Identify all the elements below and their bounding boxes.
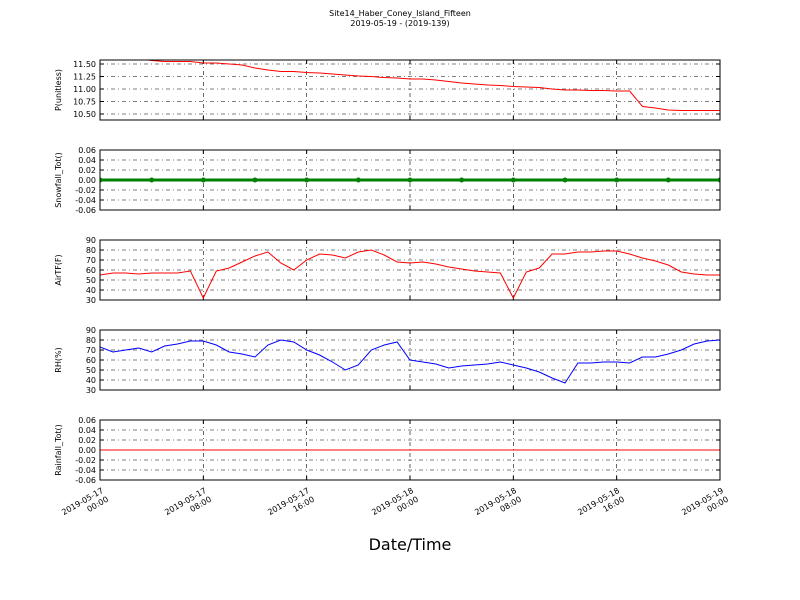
axes-frame	[99, 149, 721, 211]
y-axis-label: P(unitless)	[54, 69, 63, 111]
y-tick-label: 90	[86, 236, 96, 245]
data-line	[143, 60, 720, 111]
axes-frame	[99, 329, 721, 391]
data-line	[100, 339, 720, 384]
y-tick-label: -0.02	[75, 456, 96, 465]
data-line	[100, 249, 720, 300]
data-point	[459, 177, 465, 183]
axes-frame	[99, 239, 721, 301]
y-tick-label: 11.00	[73, 85, 96, 94]
y-axis-label: Snowfall_Tot()	[54, 152, 63, 208]
y-axis-label: RH(%)	[54, 347, 63, 372]
data-point	[717, 177, 720, 183]
data-point	[407, 177, 413, 183]
y-tick-label: 40	[86, 376, 96, 385]
y-tick-label: 60	[86, 266, 96, 275]
data-point	[304, 177, 310, 183]
plot-area	[100, 249, 720, 300]
y-tick-label: 11.25	[73, 73, 96, 82]
y-tick-label: 30	[86, 296, 96, 305]
data-point	[100, 177, 103, 183]
y-tick-label: -0.06	[75, 476, 96, 485]
data-point	[614, 177, 620, 183]
y-tick-label: 0.06	[78, 146, 96, 155]
y-tick-label: 50	[86, 366, 96, 375]
y-tick-label: -0.04	[75, 196, 96, 205]
y-tick-label: 50	[86, 276, 96, 285]
data-point	[355, 177, 361, 183]
y-tick-label: 0.04	[78, 426, 96, 435]
y-tick-label: 70	[86, 346, 96, 355]
x-axis-label: Date/Time	[369, 535, 452, 554]
y-tick-label: 11.50	[73, 60, 96, 69]
y-tick-label: 10.50	[73, 110, 96, 119]
y-tick-label: 0.00	[78, 176, 96, 185]
data-point	[562, 177, 568, 183]
y-tick-label: 90	[86, 326, 96, 335]
y-tick-label: 80	[86, 336, 96, 345]
chart-title: Site14_Haber_Coney_Island_Fifteen	[329, 9, 471, 18]
y-tick-label: -0.04	[75, 466, 96, 475]
y-tick-label: 80	[86, 246, 96, 255]
plot-area	[100, 339, 720, 384]
data-point	[510, 177, 516, 183]
plot-area	[100, 177, 720, 183]
y-tick-label: -0.06	[75, 206, 96, 215]
data-point	[252, 177, 258, 183]
axes-frame	[99, 59, 721, 121]
y-tick-label: 30	[86, 386, 96, 395]
data-point	[149, 177, 155, 183]
y-tick-label: 10.75	[73, 98, 96, 107]
chart-subtitle: 2019-05-19 - (2019-139)	[350, 19, 449, 28]
y-tick-label: 0.00	[78, 446, 96, 455]
plot-area	[143, 60, 720, 111]
data-point	[665, 177, 671, 183]
y-axis-label: Rainfall_Tot()	[54, 424, 63, 476]
y-tick-label: 0.02	[78, 166, 96, 175]
y-tick-label: 0.04	[78, 156, 96, 165]
data-point	[200, 177, 206, 183]
y-tick-label: 70	[86, 256, 96, 265]
y-tick-label: 40	[86, 286, 96, 295]
y-tick-label: 0.02	[78, 436, 96, 445]
y-tick-label: 60	[86, 356, 96, 365]
axes-frame	[99, 419, 721, 481]
y-axis-label: AirTF(F)	[54, 254, 63, 285]
y-tick-label: -0.02	[75, 186, 96, 195]
y-tick-label: 0.06	[78, 416, 96, 425]
